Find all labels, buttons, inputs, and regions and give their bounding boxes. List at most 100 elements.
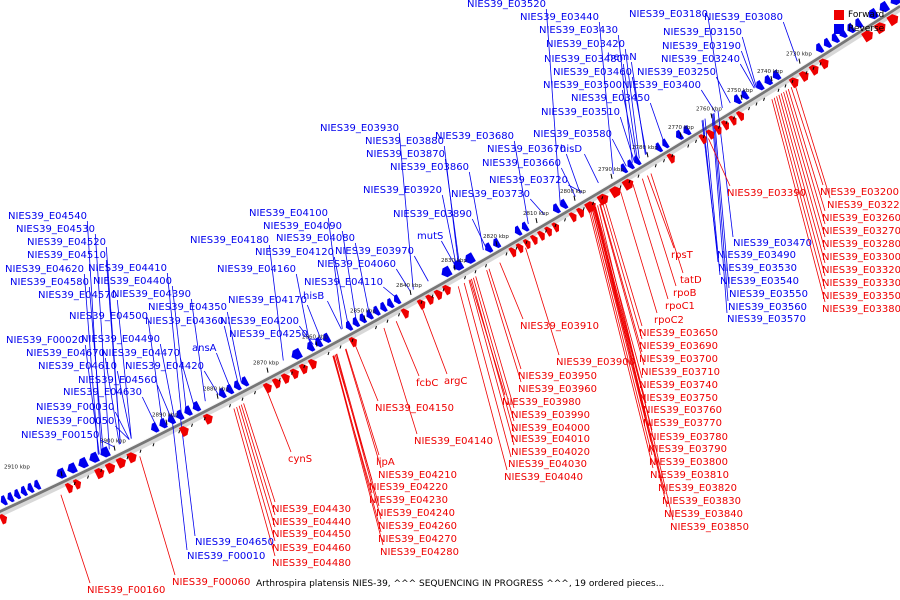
reverse-leader-line: [584, 153, 599, 184]
scale-minor-tick: [805, 71, 808, 75]
reverse-leader-line: [395, 268, 411, 292]
reverse-gene-label: NIES39_F00030: [36, 402, 114, 413]
forward-gene-arrow: [271, 378, 281, 389]
scale-tick: [60, 471, 63, 477]
reverse-gene-arrow: [756, 80, 765, 91]
reverse-gene-label: NIES39_E03680: [435, 131, 514, 142]
legend-reverse: Reverse: [834, 22, 894, 36]
scale-tick: [266, 367, 269, 373]
scale-tick-label: 2880 kbp: [203, 387, 229, 393]
scale-tick-label: 2890 kbp: [152, 413, 178, 419]
scale-tick: [740, 94, 743, 100]
forward-gene-arrow: [537, 230, 545, 241]
reverse-gene-label: NIES39_E04610: [38, 361, 117, 372]
reverse-gene-arrow: [34, 479, 42, 490]
forward-leader-line: [354, 343, 379, 402]
reverse-gene-label: NIES39_E04360: [145, 316, 224, 327]
forward-gene-label: NIES39_E04280: [380, 547, 459, 558]
forward-gene-arrow: [713, 124, 722, 136]
reverse-gene-label: NIES39_E04090: [263, 221, 342, 232]
reverse-leader-line: [513, 140, 529, 225]
reverse-leader-line: [171, 285, 187, 411]
forward-leader-line: [594, 206, 666, 495]
forward-gene-label: NIES39_E03950: [518, 371, 597, 382]
scale-tick-label: 2820 kbp: [483, 234, 509, 240]
forward-gene-arrow: [735, 111, 744, 122]
scale-tick: [409, 289, 412, 296]
reverse-leader-line: [147, 320, 163, 424]
scale-minor-tick: [725, 120, 728, 125]
forward-gene-arrow: [72, 479, 82, 490]
forward-gene-arrow: [568, 212, 577, 223]
reverse-gene-label: hisD: [560, 144, 582, 155]
reverse-leader-line: [715, 76, 731, 104]
forward-leader-line: [597, 205, 674, 521]
scale-tick-label: 2800 kbp: [560, 189, 586, 195]
scale-minor-tick: [73, 481, 76, 486]
forward-gene-label: NIES39_E04460: [272, 543, 351, 554]
reverse-gene-arrow: [879, 0, 891, 13]
reverse-leader-line: [156, 384, 172, 419]
reverse-gene-label: NIES39_E04510: [27, 250, 106, 261]
forward-gene-arrow: [886, 14, 899, 27]
reverse-gene-label: NIES39_F00150: [21, 430, 99, 441]
scale-minor-tick: [687, 144, 690, 148]
reverse-leader-line: [298, 325, 314, 345]
scale-tick: [315, 341, 318, 347]
scale-tick-label: 2900 kbp: [100, 439, 126, 445]
reverse-gene-arrow: [683, 125, 692, 136]
forward-gene-arrow: [621, 178, 634, 191]
forward-gene-arrow: [348, 337, 357, 348]
genome-axis: [0, 4, 900, 514]
forward-gene-label: NIES39_E04020: [511, 447, 590, 458]
forward-gene-label: NIES39_E03260: [822, 213, 900, 224]
reverse-leader-line: [617, 34, 633, 163]
forward-gene-label: NIES39_E03840: [664, 509, 743, 520]
reverse-leader-lines: [83, 8, 798, 551]
forward-gene-arrow: [94, 468, 105, 480]
reverse-gene-arrow: [764, 74, 774, 86]
forward-leader-line: [599, 204, 645, 366]
reverse-leader-line: [530, 198, 545, 216]
reverse-leader-line: [100, 439, 115, 448]
scale-tick-label: 2850 kbp: [350, 308, 376, 314]
forward-leader-line: [332, 355, 384, 546]
scale-minor-tick: [671, 154, 674, 158]
reverse-gene-arrow: [352, 316, 361, 328]
reverse-leader-line: [141, 396, 157, 427]
scale-minor-tick: [763, 97, 765, 101]
reverse-leader-line: [86, 220, 102, 454]
forward-leader-line: [421, 306, 448, 375]
reverse-gene-arrow: [741, 89, 750, 100]
forward-gene-label: lipA: [376, 457, 395, 468]
reverse-gene-arrow: [734, 94, 743, 105]
forward-gene-arrow: [666, 153, 675, 164]
reverse-leader-line: [166, 272, 182, 414]
forward-gene-label: NIES39_E03790: [648, 444, 727, 455]
reverse-gene-arrow: [89, 451, 100, 463]
scale-minor-tick: [619, 185, 622, 189]
reverse-gene-arrow: [359, 313, 368, 324]
reverse-gene-label: NIES39_E03480: [544, 54, 623, 65]
reverse-leader-line: [216, 352, 231, 389]
forward-gene-label: NIES39_E03810: [650, 470, 729, 481]
reverse-gene-label: NIES39_E03080: [704, 12, 783, 23]
forward-leader-line: [647, 175, 675, 249]
forward-leader-line: [336, 353, 380, 507]
forward-gene-label: NIES39_E04450: [272, 529, 351, 540]
forward-gene-label: NIES39_E04220: [369, 482, 448, 493]
scale-tick-label: 2790 kbp: [598, 167, 624, 173]
map-caption: Arthrospira platensis NIES-39, ^^^ SEQUE…: [256, 579, 665, 589]
forward-gene-label: NIES39_E04230: [369, 495, 448, 506]
scale-tick: [573, 195, 576, 201]
forward-gene-arrow: [788, 77, 799, 89]
forward-leader-line: [395, 321, 420, 377]
forward-gene-arrow: [873, 22, 886, 35]
reverse-leader-line: [565, 153, 581, 194]
reverse-gene-label: ansA: [192, 343, 217, 354]
reverse-leader-line: [740, 50, 756, 88]
reverse-leader-line: [333, 256, 349, 326]
forward-gene-arrow: [698, 134, 707, 145]
forward-gene-arrow: [818, 58, 829, 70]
scale-minor-tick: [464, 276, 466, 280]
